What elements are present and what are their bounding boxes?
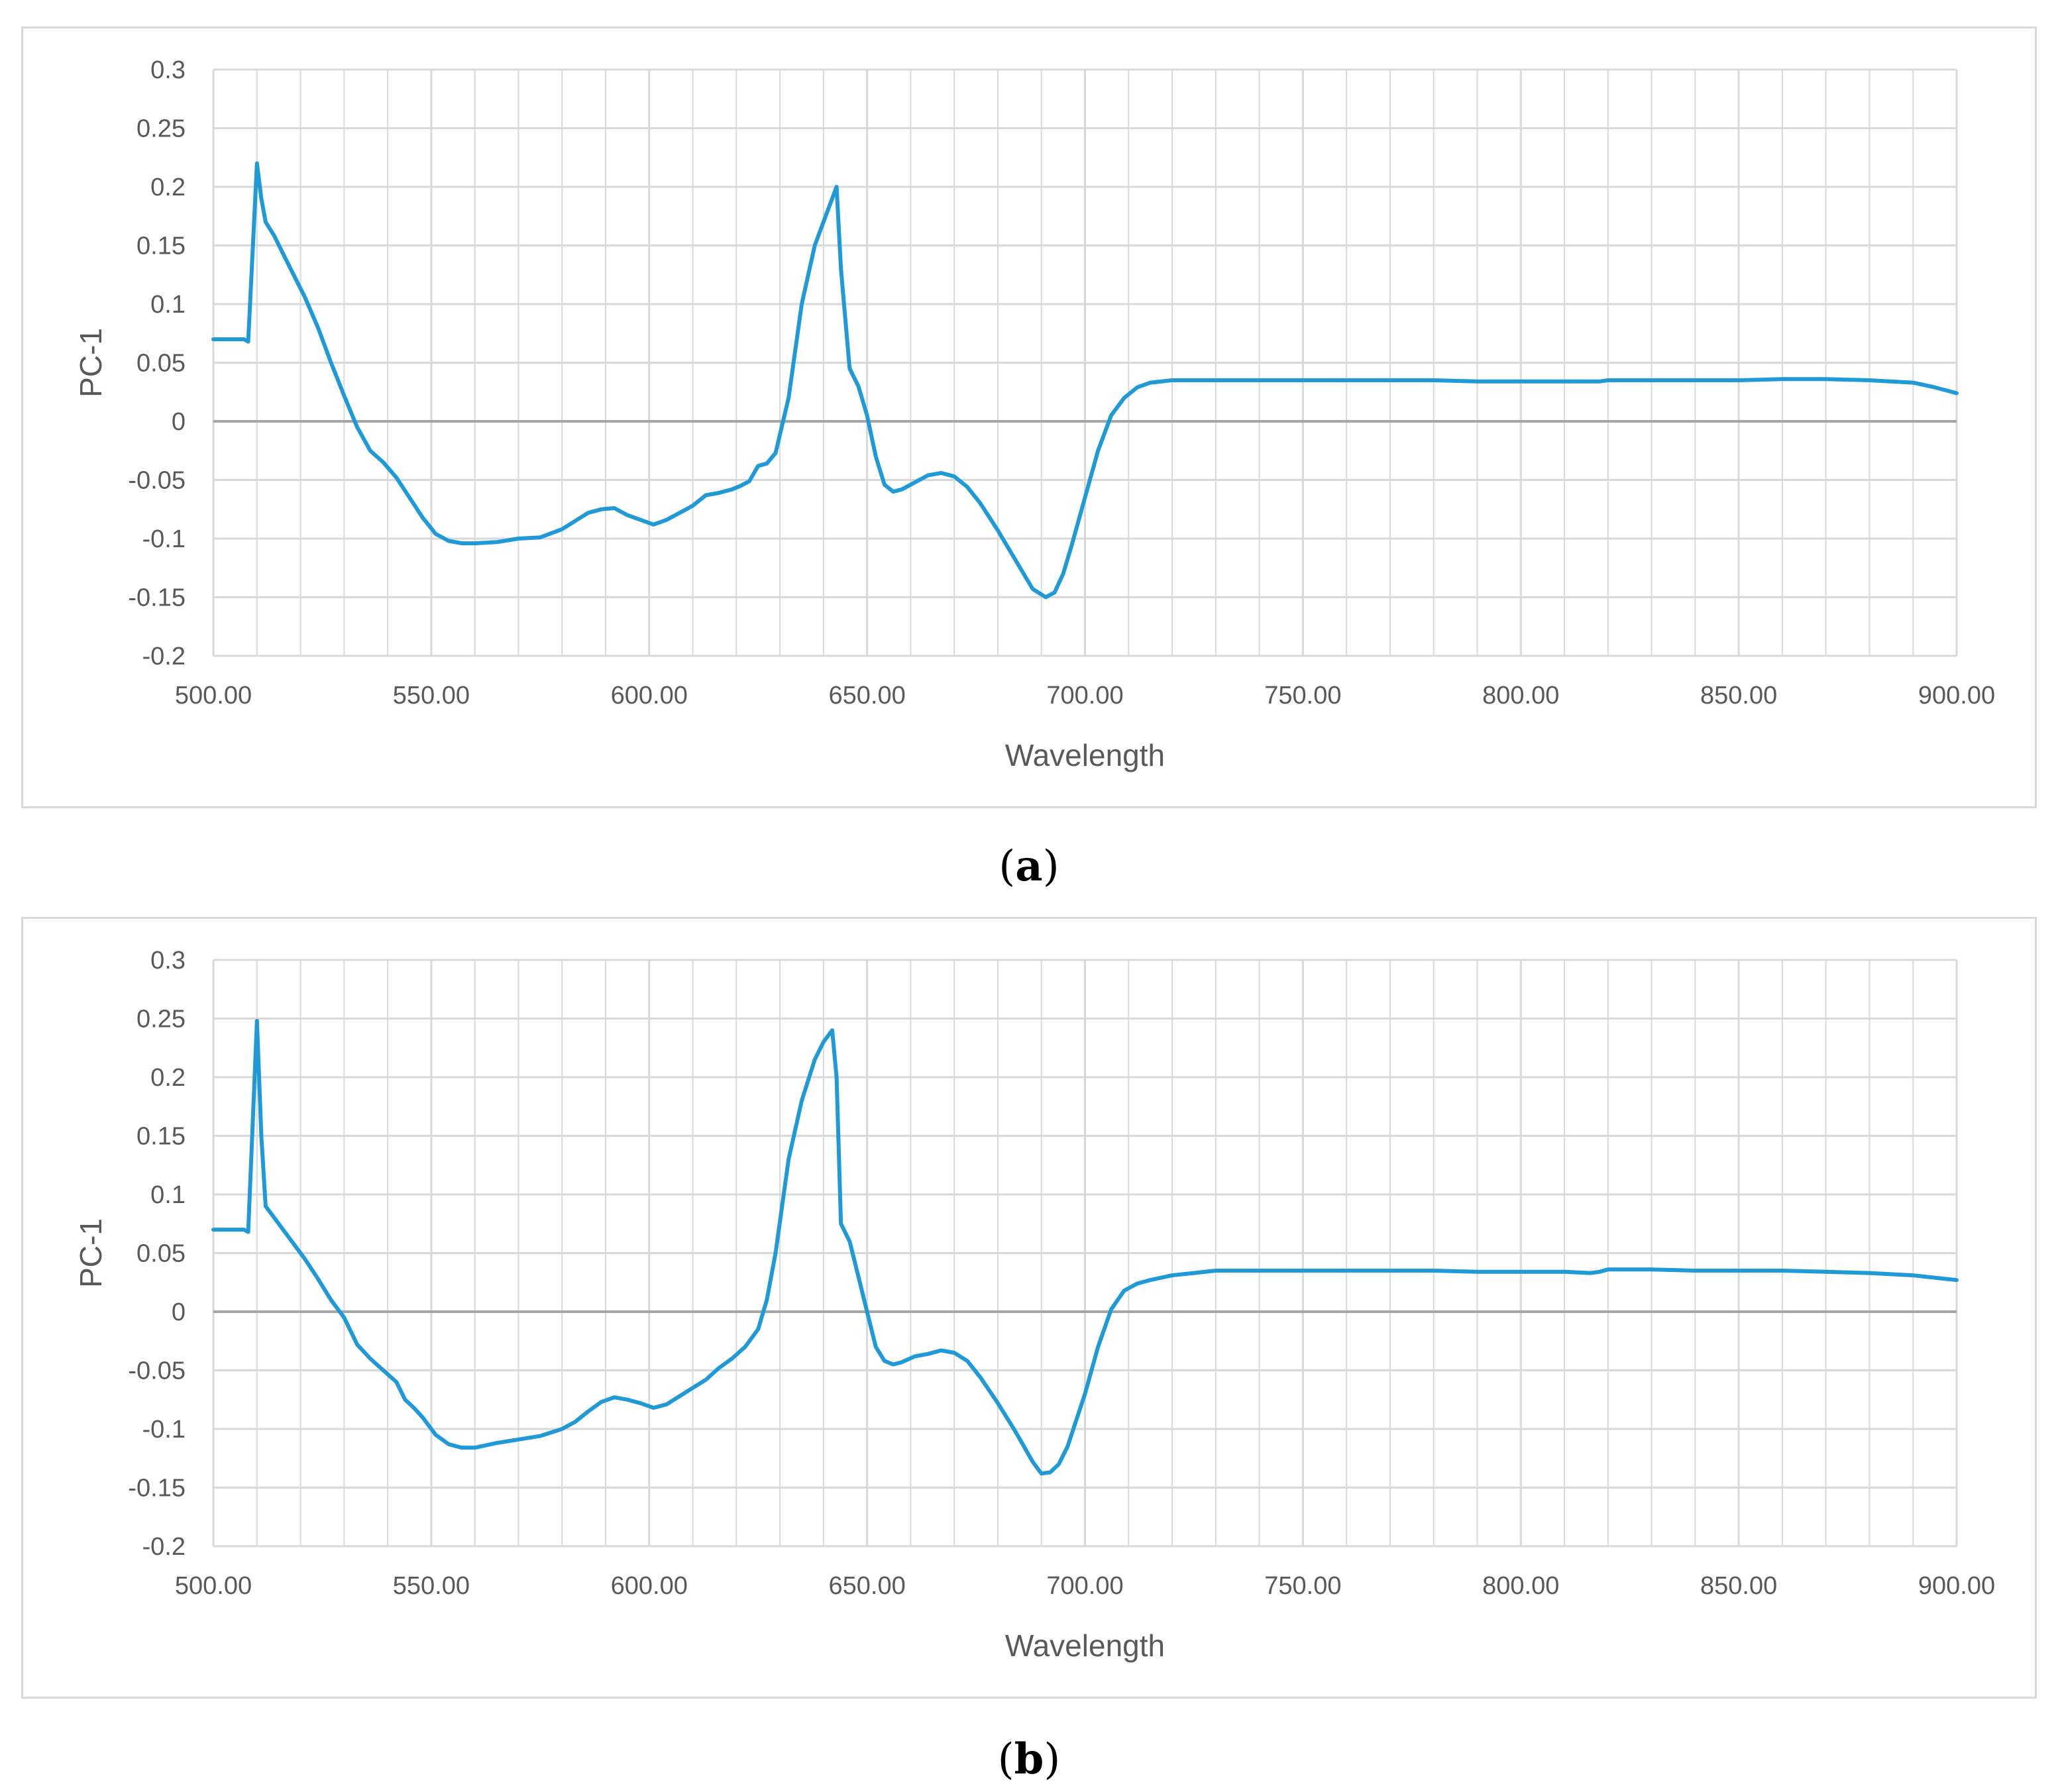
series-line [211, 1019, 1959, 1476]
y-tick-label: -0.05 [128, 1357, 186, 1385]
x-tick-label: 550.00 [393, 682, 470, 710]
y-tick-label: 0.3 [150, 947, 186, 975]
y-axis-title: PC-1 [74, 1218, 108, 1288]
caption-a-letter: a [1015, 841, 1043, 891]
y-tick-label: -0.2 [142, 643, 186, 670]
x-tick-label: 750.00 [1264, 682, 1341, 710]
x-tick-label: 700.00 [1046, 682, 1123, 710]
caption-b: (b) [997, 1734, 1061, 1784]
x-tick-label: 600.00 [611, 682, 688, 710]
x-tick-label: 900.00 [1918, 682, 1995, 710]
x-tick-label: 850.00 [1700, 682, 1777, 710]
chart-panel-b: -0.2 -0.15 -0.1 -0.05 0 0.05 0.1 0.15 0.2 0.25 0.3… [21, 917, 2037, 1699]
y-axis-title: PC-1 [74, 328, 108, 397]
y-tick-label: 0.15 [136, 233, 186, 260]
x-axis-title: Wavelength [1005, 738, 1165, 772]
y-tick-label: 0.2 [150, 174, 186, 201]
line-chart-a: -0.2 -0.15 -0.1 -0.05 0 0.05 0.1 0.15 0.2 0.25 0.3… [74, 56, 1995, 772]
y-tick-label: 0 [172, 408, 186, 436]
y-tick-label: -0.15 [128, 1475, 186, 1502]
y-tick-label: 0.05 [136, 1240, 186, 1268]
x-tick-label: 550.00 [393, 1572, 470, 1600]
y-tick-label: 0.1 [150, 1181, 186, 1209]
x-tick-labels: 500.00 550.00 600.00 650.00 700.00 750.00 800.… [175, 1572, 1995, 1600]
x-tick-label: 800.00 [1482, 1572, 1559, 1600]
x-tick-label: 800.00 [1482, 682, 1559, 710]
y-tick-label: 0.2 [150, 1064, 186, 1092]
y-tick-label: -0.2 [142, 1533, 186, 1561]
y-tick-label: 0.15 [136, 1123, 186, 1151]
x-tick-label: 500.00 [175, 1572, 252, 1600]
x-tick-label: 900.00 [1918, 1572, 1995, 1600]
x-axis-title: Wavelength [1005, 1628, 1165, 1663]
y-tick-label: -0.1 [142, 525, 186, 553]
y-tick-label: 0.25 [136, 115, 186, 143]
y-tick-label: 0.25 [136, 1006, 186, 1033]
series-line [211, 161, 1959, 600]
x-tick-label: 650.00 [829, 682, 906, 710]
chart-panel-a: -0.2 -0.15 -0.1 -0.05 0 0.05 0.1 0.15 0.2 0.25 0.3… [21, 26, 2037, 808]
y-tick-label: -0.05 [128, 467, 186, 495]
x-tick-label: 650.00 [829, 1572, 906, 1600]
y-tick-label: 0 [172, 1298, 186, 1326]
x-tick-label: 500.00 [175, 682, 252, 710]
y-tick-label: 0.05 [136, 350, 186, 378]
y-tick-label: -0.15 [128, 584, 186, 612]
x-tick-label: 750.00 [1264, 1572, 1341, 1600]
line-chart-b: -0.2 -0.15 -0.1 -0.05 0 0.05 0.1 0.15 0.2 0.25 0.3… [74, 947, 1995, 1663]
x-tick-labels: 500.00 550.00 600.00 650.00 700.00 750.00 800.… [175, 682, 1995, 710]
y-gridlines: -0.2 -0.15 -0.1 -0.05 0 0.05 0.1 0.15 0.2 0.25 0.3 [128, 56, 1957, 670]
caption-b-letter: b [1014, 1734, 1044, 1784]
x-tick-label: 850.00 [1700, 1572, 1777, 1600]
caption-a: (a) [999, 841, 1059, 891]
y-tick-label: -0.1 [142, 1416, 186, 1444]
x-tick-label: 600.00 [611, 1572, 688, 1600]
y-gridlines: -0.2 -0.15 -0.1 -0.05 0 0.05 0.1 0.15 0.2 0.25 0.3 [128, 947, 1957, 1561]
y-tick-label: 0.3 [150, 56, 186, 84]
y-tick-label: 0.1 [150, 291, 186, 319]
x-tick-label: 700.00 [1046, 1572, 1123, 1600]
